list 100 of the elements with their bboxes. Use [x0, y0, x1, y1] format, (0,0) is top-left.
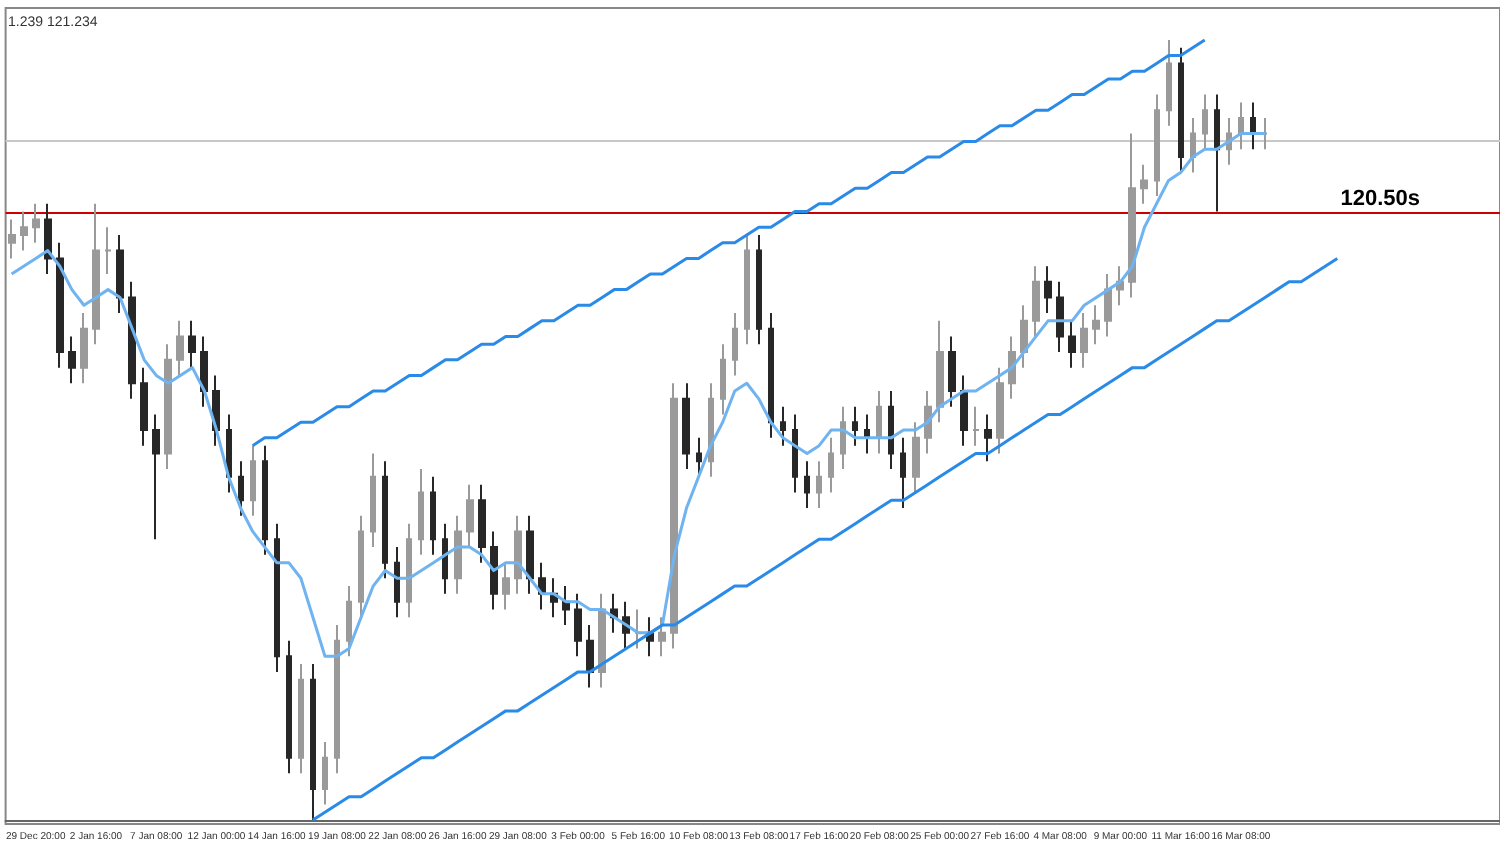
- candlestick: [1214, 93, 1220, 213]
- candlestick: [792, 413, 798, 494]
- candlestick: [804, 460, 810, 510]
- candlestick: [598, 592, 606, 689]
- candlestick: [430, 475, 436, 556]
- candlestick: [840, 405, 846, 471]
- candlestick: [346, 585, 352, 658]
- candlestick: [370, 452, 376, 549]
- candlestick: [1166, 38, 1172, 127]
- candlestick: [334, 624, 340, 775]
- candlestick: [478, 483, 486, 564]
- candlestick: [502, 561, 510, 611]
- candlestick: [744, 234, 750, 346]
- candlestick: [490, 530, 498, 611]
- candlestick: [984, 413, 992, 463]
- candlestick: [670, 382, 678, 650]
- candlestick: [768, 312, 774, 439]
- candlestick: [900, 436, 906, 510]
- candlestick: [1140, 163, 1148, 205]
- candlestick: [92, 202, 100, 346]
- candlestick: [526, 514, 534, 595]
- candlestick: [140, 366, 148, 447]
- candlestick: [80, 312, 88, 385]
- candlestick: [104, 226, 112, 276]
- candlestick: [1056, 280, 1064, 354]
- candlestick: [720, 343, 726, 416]
- candlestick: [226, 413, 232, 494]
- candlestick: [658, 616, 666, 658]
- candlestick: [562, 585, 570, 627]
- candlestick: [1092, 304, 1100, 346]
- candlestick: [1128, 132, 1136, 299]
- candlestick: [708, 382, 714, 478]
- candlestick: [1154, 93, 1160, 198]
- candlestick: [1080, 312, 1088, 369]
- candlestick: [188, 319, 196, 369]
- candlestick: [152, 413, 160, 541]
- candlestick: [1238, 101, 1244, 151]
- candlestick: [1020, 304, 1028, 369]
- candlestick: [1190, 117, 1196, 174]
- candlestick: [274, 522, 280, 673]
- candlestick: [732, 312, 738, 377]
- candlestick: [322, 741, 328, 806]
- candlestick: [358, 514, 364, 619]
- candlestick: [610, 592, 618, 634]
- candlestick: [1202, 93, 1208, 151]
- candlestick: [418, 468, 424, 556]
- candlestick: [394, 546, 400, 619]
- candlestick: [828, 436, 834, 494]
- candlestick: [816, 460, 822, 510]
- candlestick: [200, 335, 208, 408]
- candlestick: [298, 663, 304, 775]
- candlestick: [948, 335, 956, 408]
- candlestick: [382, 460, 388, 580]
- candlestick: [442, 522, 448, 595]
- candlestick: [1032, 265, 1040, 338]
- candlestick: [936, 319, 944, 424]
- candlestick: [514, 514, 522, 595]
- candlestick: [780, 405, 786, 447]
- candlestick: [164, 343, 172, 471]
- candlestick: [310, 663, 316, 822]
- candlestick: [238, 460, 244, 517]
- candlestick: [876, 390, 882, 455]
- candlestick: [972, 405, 980, 447]
- candlestick: [550, 577, 558, 619]
- candlestick: [1104, 273, 1112, 338]
- candlestick: [262, 444, 268, 556]
- candlestick: [128, 280, 136, 400]
- candlestick: [574, 592, 582, 658]
- candlestick: [646, 616, 654, 658]
- candlestick: [286, 639, 292, 775]
- candlestick: [1250, 101, 1256, 151]
- candlestick: [852, 405, 858, 447]
- ref-line-label: 120.50s: [1340, 186, 1420, 211]
- candlestick: [1116, 265, 1124, 307]
- candlestick: [116, 234, 124, 315]
- candlestick: [1068, 319, 1076, 369]
- candlestick: [44, 202, 52, 276]
- candlestick: [960, 374, 968, 447]
- candlestick: [696, 436, 702, 478]
- candlestick: [176, 319, 184, 377]
- candlestick: [56, 241, 64, 369]
- candlestick: [68, 335, 76, 385]
- candlestick: [682, 382, 690, 471]
- candlestick: [996, 366, 1004, 455]
- candlestick: [466, 483, 474, 549]
- candlestick: [912, 421, 920, 494]
- candlestick: [250, 444, 256, 517]
- candlestick: [888, 390, 894, 471]
- candlestick: [32, 202, 40, 244]
- candlestick: [1262, 117, 1268, 151]
- candlestick: [756, 234, 762, 346]
- candlestick: [924, 390, 932, 455]
- candlestick: [864, 413, 870, 455]
- candlestick: [406, 522, 412, 619]
- candlestick: [1044, 265, 1052, 315]
- candlestick: [454, 514, 462, 595]
- candlestick: [8, 218, 16, 260]
- candlestick: [586, 624, 594, 689]
- candlestick: [20, 210, 28, 252]
- candlestick: [1178, 46, 1184, 174]
